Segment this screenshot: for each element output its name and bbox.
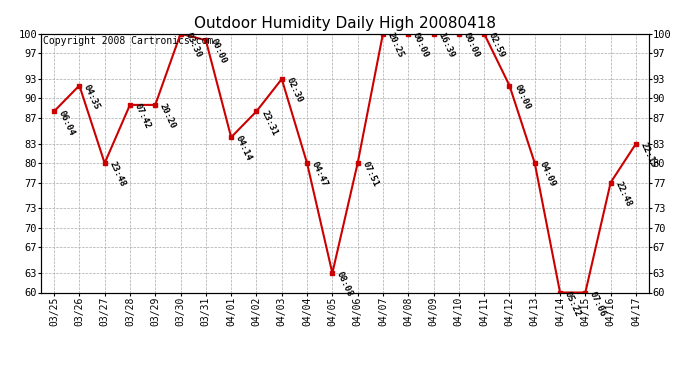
Text: 23:31: 23:31	[259, 109, 279, 137]
Text: 20:25: 20:25	[386, 31, 405, 59]
Text: 04:47: 04:47	[310, 160, 329, 189]
Text: 08:08: 08:08	[335, 270, 355, 298]
Text: Copyright 2008 Cartronics.com: Copyright 2008 Cartronics.com	[43, 36, 213, 46]
Text: 20:20: 20:20	[158, 102, 177, 130]
Text: 00:00: 00:00	[411, 31, 431, 59]
Text: 02:59: 02:59	[487, 31, 506, 59]
Text: 04:09: 04:09	[538, 160, 557, 189]
Text: 16:39: 16:39	[436, 31, 456, 59]
Text: 02:30: 02:30	[284, 76, 304, 104]
Text: 05:22: 05:22	[563, 290, 582, 318]
Text: 04:35: 04:35	[82, 83, 101, 111]
Text: 04:14: 04:14	[234, 135, 253, 163]
Text: 06:04: 06:04	[57, 109, 77, 137]
Text: 00:00: 00:00	[462, 31, 481, 59]
Title: Outdoor Humidity Daily High 20080418: Outdoor Humidity Daily High 20080418	[194, 16, 496, 31]
Text: 22:48: 22:48	[613, 180, 633, 208]
Text: 03:30: 03:30	[184, 31, 203, 59]
Text: 07:06: 07:06	[588, 290, 608, 318]
Text: 00:00: 00:00	[512, 83, 532, 111]
Text: 07:51: 07:51	[360, 160, 380, 189]
Text: 07:42: 07:42	[132, 102, 152, 130]
Text: 22:15: 22:15	[639, 141, 658, 169]
Text: 00:00: 00:00	[208, 38, 228, 66]
Text: 23:48: 23:48	[108, 160, 127, 189]
